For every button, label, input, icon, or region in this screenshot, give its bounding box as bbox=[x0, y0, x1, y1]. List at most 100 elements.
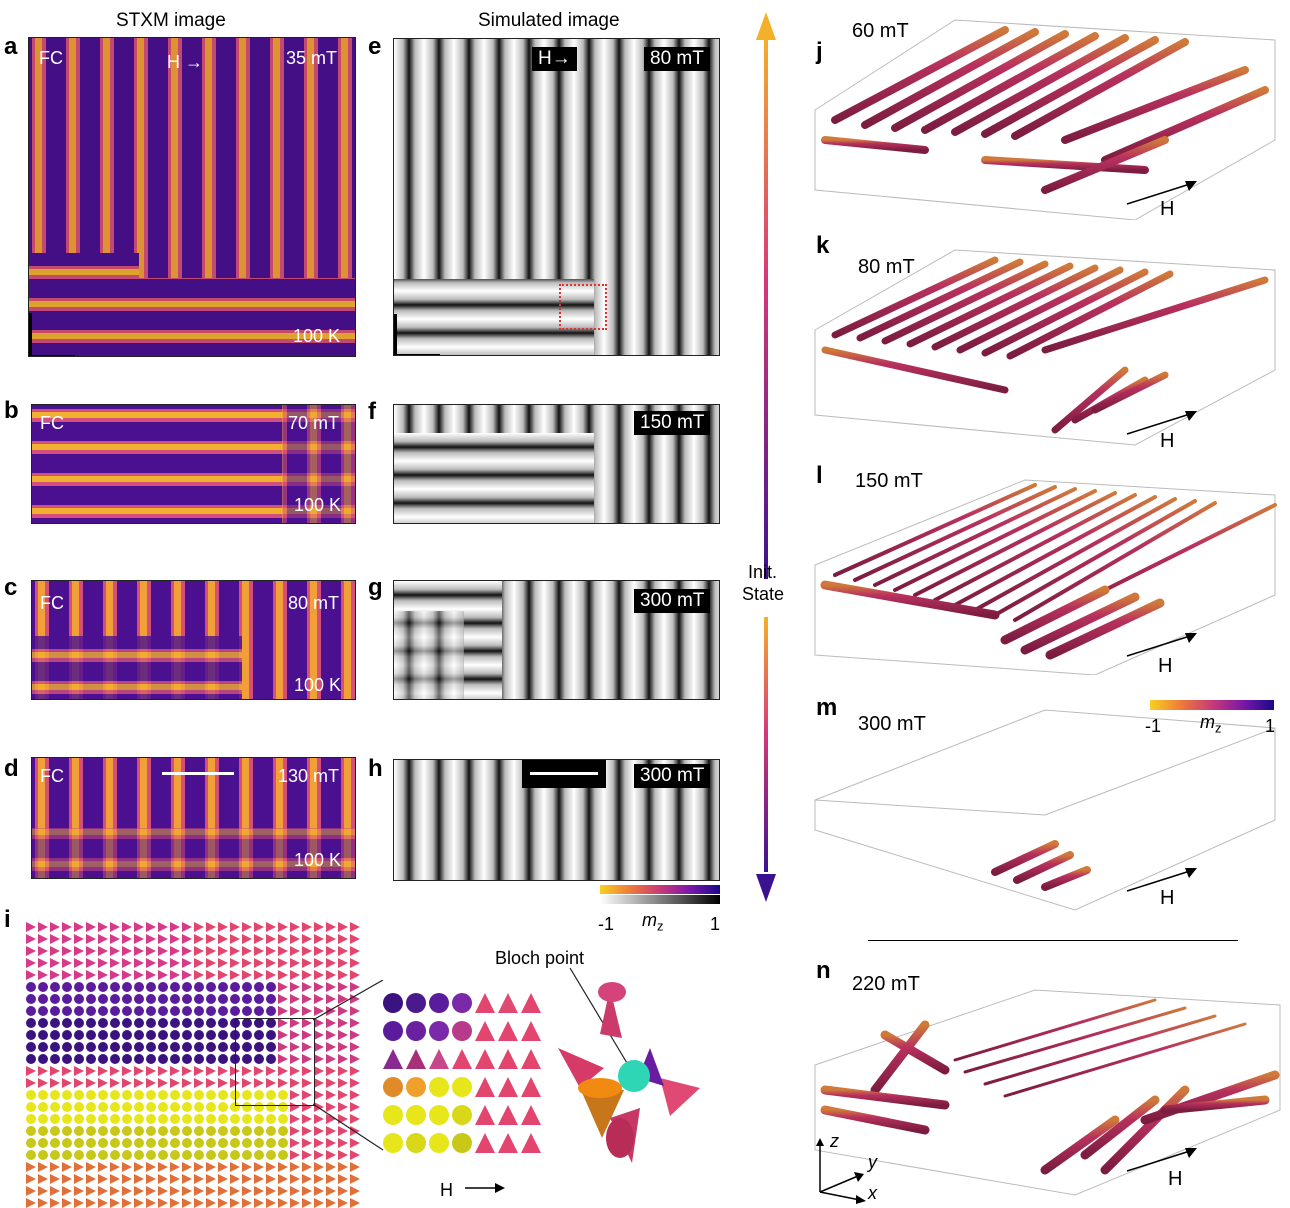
cone-marker bbox=[86, 982, 96, 992]
zoom-cone-marker bbox=[498, 1021, 518, 1041]
cone-marker bbox=[170, 982, 180, 992]
sim-image-e: H→ 80 mT bbox=[393, 38, 720, 356]
cone-marker bbox=[254, 1054, 264, 1064]
zoom-cone-marker bbox=[498, 993, 518, 1013]
cone-marker bbox=[74, 1030, 84, 1040]
zoom-cone-marker bbox=[406, 1049, 426, 1069]
stxm-a-pattern bbox=[29, 38, 355, 356]
cone-marker bbox=[86, 1198, 96, 1208]
cone-marker bbox=[110, 1066, 120, 1076]
cone-marker bbox=[326, 1198, 336, 1208]
zoom-cone-marker bbox=[475, 1133, 495, 1153]
cone-marker bbox=[350, 994, 360, 1004]
cone-marker bbox=[62, 1162, 72, 1172]
cone-marker bbox=[62, 1150, 72, 1160]
cone-marker bbox=[326, 946, 336, 956]
cone-marker bbox=[350, 970, 360, 980]
cone-marker bbox=[194, 970, 204, 980]
cone-marker bbox=[86, 1030, 96, 1040]
zoom-cone-marker bbox=[383, 1105, 403, 1125]
cone-marker bbox=[98, 946, 108, 956]
cone-marker bbox=[350, 1138, 360, 1148]
cone-marker bbox=[194, 982, 204, 992]
cone-marker bbox=[170, 1174, 180, 1184]
cone-marker bbox=[194, 1126, 204, 1136]
zoom-cone-marker bbox=[429, 993, 449, 1013]
cone-marker bbox=[134, 1198, 144, 1208]
cone-marker bbox=[254, 1198, 264, 1208]
cone-marker bbox=[302, 1126, 312, 1136]
cone-marker bbox=[218, 1150, 228, 1160]
cone-marker bbox=[326, 982, 336, 992]
zoom-cone-marker bbox=[475, 1049, 495, 1069]
cone-marker bbox=[278, 982, 288, 992]
cone-marker bbox=[290, 1054, 300, 1064]
panel-k-h: H bbox=[1160, 430, 1175, 452]
cone-marker bbox=[122, 1150, 132, 1160]
cone-marker bbox=[98, 1054, 108, 1064]
cone-marker bbox=[182, 1126, 192, 1136]
cone-marker bbox=[242, 1186, 252, 1196]
cone-marker bbox=[278, 1198, 288, 1208]
cone-marker bbox=[242, 1066, 252, 1076]
cone-marker bbox=[170, 1078, 180, 1088]
cone-marker bbox=[170, 958, 180, 968]
cone-marker bbox=[62, 1138, 72, 1148]
cone-marker bbox=[206, 1054, 216, 1064]
cone-marker bbox=[74, 1042, 84, 1052]
panel-label-c: c bbox=[4, 574, 18, 601]
cone-zoom-h-arrow bbox=[465, 1183, 505, 1193]
cone-marker bbox=[314, 1066, 324, 1076]
sim-image-g: 300 mT bbox=[393, 580, 720, 700]
mz-3d-var-sub: z bbox=[1215, 720, 1222, 736]
cone-marker bbox=[290, 1090, 300, 1100]
cone-marker bbox=[122, 1102, 132, 1112]
cone-marker bbox=[206, 922, 216, 932]
cone-marker bbox=[350, 1150, 360, 1160]
cone-marker bbox=[74, 946, 84, 956]
cone-marker bbox=[314, 1054, 324, 1064]
cone-marker bbox=[218, 1114, 228, 1124]
cone-marker bbox=[230, 1162, 240, 1172]
panel-label-k: k bbox=[816, 232, 830, 259]
zoom-cone-marker bbox=[429, 1077, 449, 1097]
cone-marker bbox=[302, 1150, 312, 1160]
cone-marker bbox=[302, 982, 312, 992]
cone-marker bbox=[266, 1042, 276, 1052]
cone-marker bbox=[38, 1054, 48, 1064]
cone-marker bbox=[182, 994, 192, 1004]
cone-marker bbox=[194, 1018, 204, 1028]
sim-e-field-arrow: H→ bbox=[532, 47, 577, 71]
cone-marker bbox=[254, 982, 264, 992]
cone-marker bbox=[266, 1054, 276, 1064]
cone-marker bbox=[278, 1174, 288, 1184]
cone-marker bbox=[38, 1126, 48, 1136]
panel-label-l: l bbox=[816, 462, 823, 489]
cone-marker bbox=[254, 922, 264, 932]
stxm-c-temp: 100 K bbox=[294, 675, 342, 695]
cone-marker bbox=[242, 946, 252, 956]
cone-marker bbox=[98, 1174, 108, 1184]
cone-marker bbox=[26, 1042, 36, 1052]
cone-marker bbox=[182, 1078, 192, 1088]
cone-marker bbox=[98, 1030, 108, 1040]
cone-marker bbox=[26, 1126, 36, 1136]
cone-marker bbox=[50, 994, 60, 1004]
cone-marker bbox=[254, 1066, 264, 1076]
cone-marker bbox=[146, 1030, 156, 1040]
cone-marker bbox=[266, 946, 276, 956]
stxm-a-condition: FC bbox=[39, 48, 63, 68]
panel-j-field: 60 mT bbox=[852, 20, 909, 42]
cone-marker bbox=[86, 1126, 96, 1136]
cone-marker bbox=[338, 1078, 348, 1088]
cone-marker bbox=[206, 1114, 216, 1124]
cone-marker bbox=[86, 934, 96, 944]
cone-marker bbox=[170, 1198, 180, 1208]
cone-marker bbox=[50, 1090, 60, 1100]
cone-marker bbox=[38, 934, 48, 944]
cone-marker bbox=[302, 1162, 312, 1172]
cone-marker bbox=[146, 922, 156, 932]
cone-marker bbox=[242, 1102, 252, 1112]
cone-marker bbox=[122, 994, 132, 1004]
cone-marker bbox=[62, 934, 72, 944]
